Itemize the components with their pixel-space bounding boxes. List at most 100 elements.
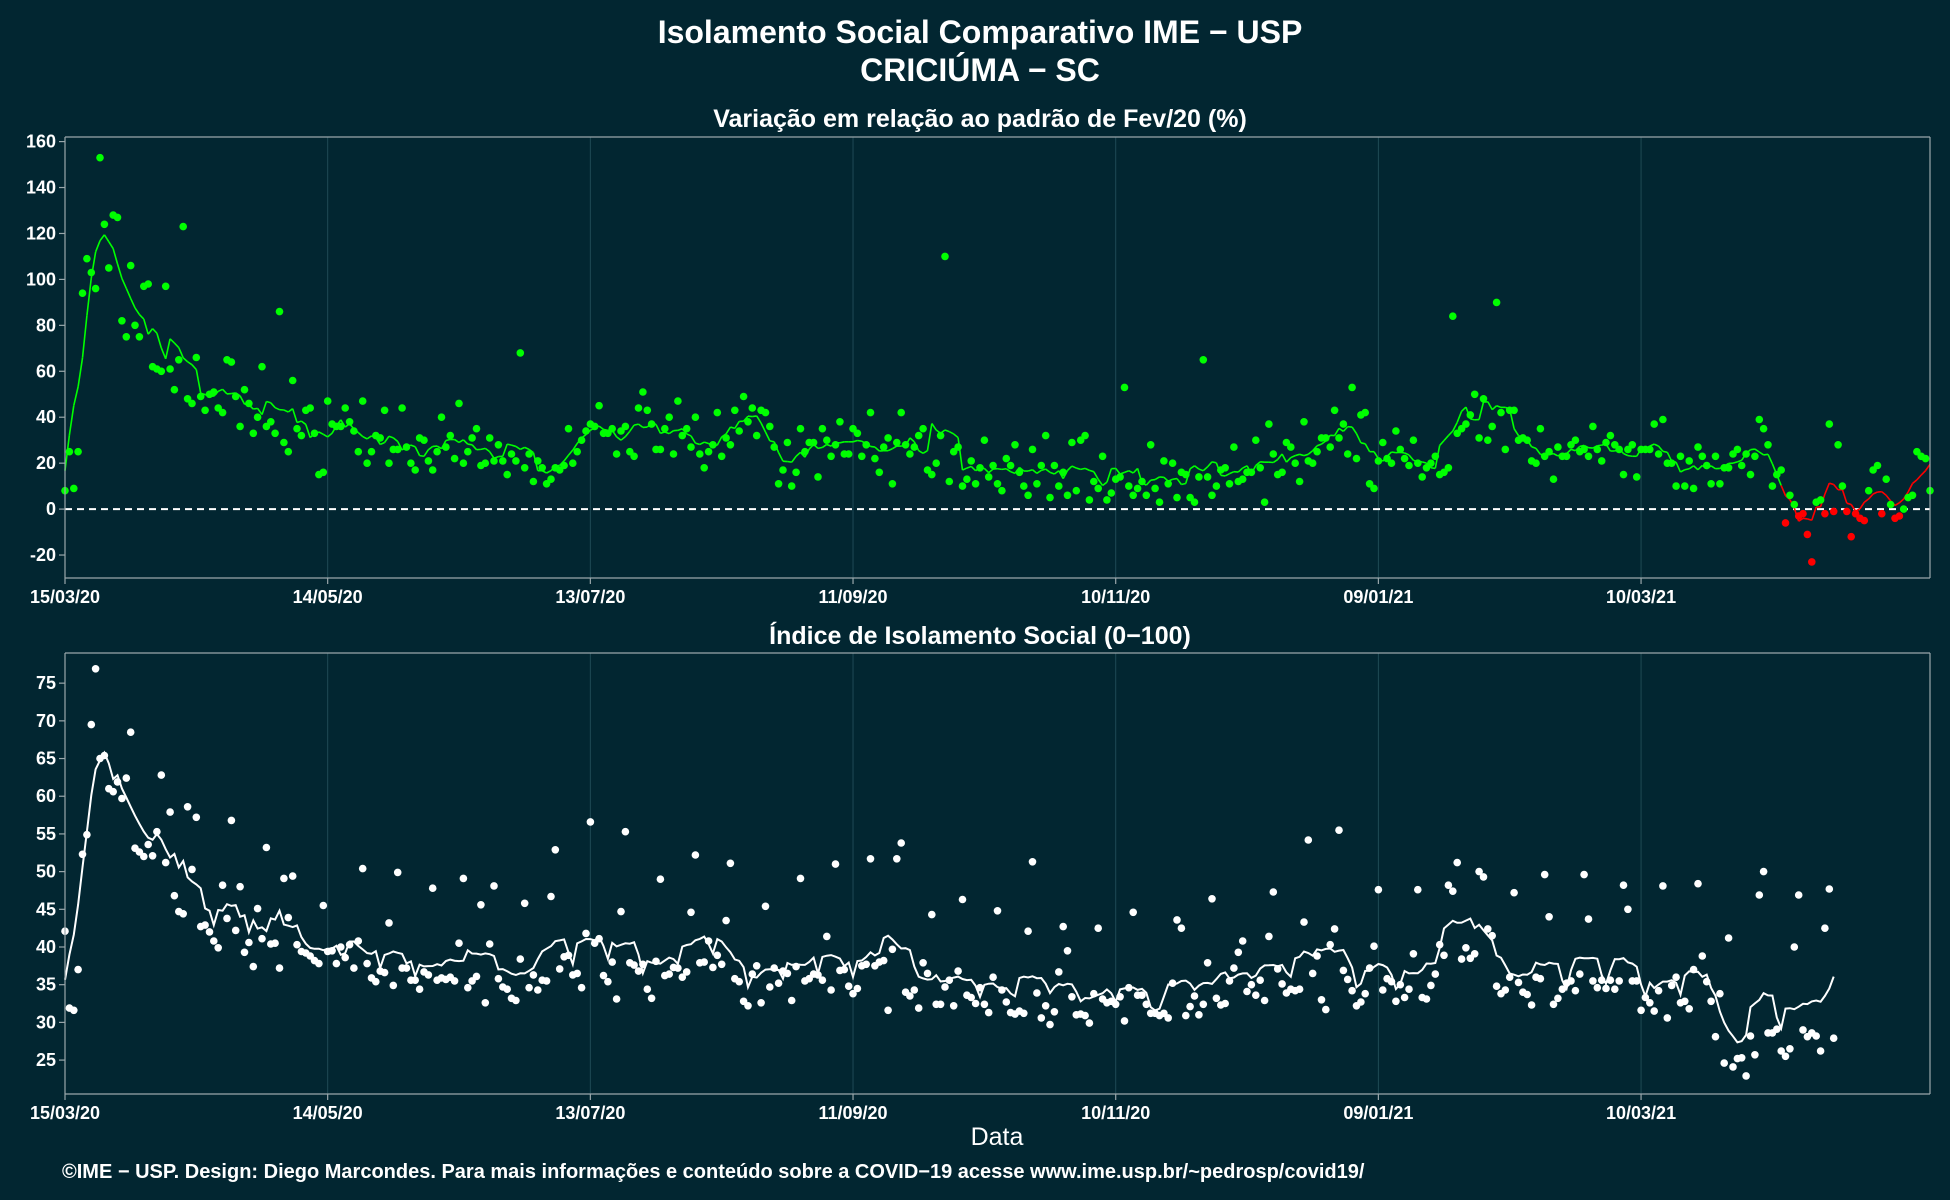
variation-point <box>420 436 428 445</box>
index-point <box>1094 924 1102 932</box>
variation-point <box>1230 443 1238 451</box>
variation-point <box>1098 452 1107 461</box>
variation-point <box>1090 477 1098 486</box>
variation-point <box>1396 445 1405 454</box>
index-point <box>1694 879 1702 888</box>
variation-trend-line <box>1802 517 1808 520</box>
variation-point <box>963 475 971 484</box>
variation-trend-line <box>116 263 123 279</box>
index-point <box>332 959 341 968</box>
variation-trend-line <box>1303 453 1309 457</box>
variation-point <box>376 434 385 442</box>
index-point <box>993 907 1002 915</box>
index-point <box>1597 976 1606 984</box>
variation-trend-line <box>1859 501 1865 510</box>
variation-trend-line <box>629 424 635 432</box>
variation-point <box>1672 482 1680 490</box>
variation-point <box>131 321 139 330</box>
index-point <box>1116 993 1124 1001</box>
index-point <box>70 1006 78 1015</box>
variation-point <box>1278 468 1286 477</box>
index-point <box>477 901 485 909</box>
index-point <box>1343 975 1352 984</box>
variation-trend-line <box>125 287 132 299</box>
variation-trend-line <box>1049 471 1055 475</box>
index-point <box>1435 940 1444 949</box>
variation-trend-line <box>1461 406 1467 412</box>
variation-trend-line <box>716 436 723 446</box>
index-point <box>87 720 96 729</box>
index-point <box>1720 1059 1728 1067</box>
variation-point <box>547 475 555 484</box>
index-point <box>1033 989 1041 997</box>
variation-trend-line <box>379 441 385 446</box>
variation-point <box>1724 464 1733 472</box>
variation-point <box>1068 438 1076 447</box>
variation-point <box>1764 441 1772 449</box>
variation-point <box>1295 477 1304 486</box>
index-point <box>1182 1011 1190 1020</box>
variation-point <box>83 254 91 263</box>
variation-point <box>1173 493 1181 502</box>
variation-point <box>582 427 590 435</box>
variation-point <box>1427 459 1435 468</box>
index-point <box>643 985 652 993</box>
variation-y-tick-label: 60 <box>36 361 56 381</box>
index-x-tick-label: 14/05/20 <box>293 1103 363 1123</box>
variation-trend-line <box>668 430 674 435</box>
variation-trend-line <box>567 449 574 456</box>
index-point <box>1063 947 1072 955</box>
variation-trend-line <box>799 451 806 458</box>
variation-trend-line <box>1404 452 1410 456</box>
variation-point <box>893 438 901 447</box>
variation-point <box>350 427 358 435</box>
variation-point <box>91 284 100 293</box>
index-point <box>1357 998 1365 1006</box>
variation-y-tick-label: 120 <box>26 223 56 243</box>
variation-point <box>144 280 152 288</box>
variation-point <box>459 459 468 468</box>
index-point <box>1365 964 1374 972</box>
index-point <box>639 960 647 969</box>
variation-point <box>113 213 122 222</box>
variation-point <box>1260 498 1269 507</box>
variation-trend-line <box>182 357 189 363</box>
variation-point <box>656 445 665 454</box>
variation-point <box>398 404 406 412</box>
variation-point <box>1646 445 1654 454</box>
variation-trend-line <box>1657 445 1664 452</box>
variation-trend-line <box>777 452 784 462</box>
variation-point <box>1348 383 1356 392</box>
variation-y-tick-label: 140 <box>26 178 56 198</box>
index-point <box>1650 1007 1658 1015</box>
variation-trend-line <box>1710 465 1716 470</box>
index-point <box>1667 981 1676 990</box>
index-point <box>1799 1026 1807 1034</box>
index-point <box>529 971 538 979</box>
index-point <box>1737 1054 1746 1062</box>
variation-point <box>175 356 183 364</box>
variation-trend-line <box>103 234 110 243</box>
variation-point <box>573 447 581 456</box>
index-point <box>928 910 936 919</box>
index-point <box>1619 881 1628 889</box>
variation-point <box>1024 491 1032 500</box>
variation-point <box>70 484 78 493</box>
variation-trend-line <box>1911 479 1918 485</box>
variation-y-tick-label: -20 <box>30 545 56 565</box>
index-point <box>1790 943 1799 951</box>
index-point <box>1580 870 1588 879</box>
variation-trend-line <box>791 455 797 463</box>
variation-trend-line <box>151 328 158 334</box>
variation-point <box>354 447 363 456</box>
index-point <box>153 827 161 836</box>
variation-trend-line <box>926 423 933 451</box>
index-point <box>1212 994 1221 1003</box>
variation-point <box>700 464 708 472</box>
variation-trend-line <box>1084 467 1090 472</box>
index-point <box>1238 937 1247 945</box>
variation-point <box>1685 457 1693 465</box>
variation-point <box>122 333 131 341</box>
index-point <box>1313 952 1321 960</box>
index-point <box>236 882 244 891</box>
